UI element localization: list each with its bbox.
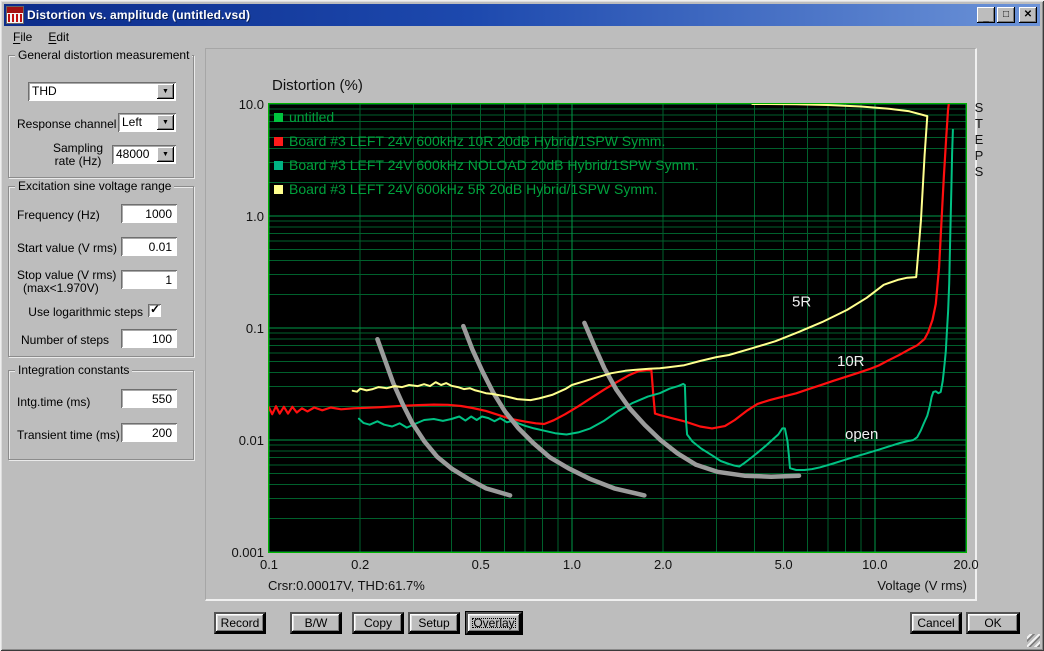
number-of-steps-input[interactable]: [121, 329, 177, 348]
x-tick-label: 0.2: [351, 557, 370, 572]
measurement-type-value: THD: [32, 84, 57, 98]
group-excitation-range: Excitation sine voltage range Frequency …: [8, 179, 194, 357]
y-tick-label: 0.01: [238, 433, 264, 448]
legend-row: Board #3 LEFT 24V 600kHz 10R 20dB Hybrid…: [274, 129, 699, 153]
x-tick-label: 1.0: [562, 557, 581, 572]
cancel-button[interactable]: Cancel: [910, 612, 962, 634]
chart-panel: Distortion (%) 5R 10R open untitled Board #…: [205, 48, 983, 601]
maximize-icon: □: [1002, 9, 1010, 20]
legend-row: Board #3 LEFT 24V 600kHz 5R 20dB Hybrid/…: [274, 177, 699, 201]
number-of-steps-label: Number of steps: [21, 333, 110, 347]
intg-time-input[interactable]: [121, 389, 177, 408]
maximize-button[interactable]: □: [997, 7, 1015, 23]
frequency-label: Frequency (Hz): [17, 208, 100, 222]
intg-time-label: Intg.time (ms): [17, 395, 91, 409]
stop-value-label-line2: (max<1.970V): [23, 281, 99, 295]
window-title: Distortion vs. amplitude (untitled.vsd): [27, 8, 251, 22]
transient-time-input[interactable]: [121, 423, 177, 442]
legend-label: Board #3 LEFT 24V 600kHz 10R 20dB Hybrid…: [289, 133, 666, 149]
sampling-rate-label-line1: Sampling: [52, 141, 104, 155]
log-steps-checkbox[interactable]: ✓: [148, 302, 161, 317]
check-icon: ✓: [150, 302, 161, 316]
legend-marker-icon: [274, 160, 283, 170]
group-title: Excitation sine voltage range: [15, 179, 175, 193]
y-tick-label: 10.0: [238, 97, 264, 112]
minimize-button[interactable]: _: [977, 7, 995, 23]
record-button[interactable]: Record: [214, 612, 266, 634]
y-tick-label: 1.0: [245, 209, 264, 224]
title-bar[interactable]: Distortion vs. amplitude (untitled.vsd) …: [4, 4, 1040, 26]
response-channel-label: Response channel: [17, 117, 117, 131]
x-axis-title: Voltage (V rms): [877, 578, 967, 593]
menu-item-file[interactable]: File: [13, 30, 33, 44]
stop-value-label-line1: Stop value (V rms): [17, 268, 117, 282]
minimize-icon: _: [983, 12, 989, 23]
series-10R: [269, 104, 950, 430]
app-icon: [7, 7, 23, 23]
overlay-button[interactable]: Overlay: [466, 612, 522, 634]
curve-label-10R: 10R: [837, 353, 865, 370]
sampling-rate-label-line2: rate (Hz): [54, 154, 102, 168]
transient-time-label: Transient time (ms): [17, 428, 120, 442]
legend-row: untitled: [274, 105, 699, 129]
frequency-input[interactable]: [121, 204, 177, 223]
stop-value-input[interactable]: [121, 270, 177, 289]
plot-svg[interactable]: 5R 10R open: [269, 104, 966, 552]
chart-legend: untitled Board #3 LEFT 24V 600kHz 10R 20d…: [274, 105, 699, 201]
close-icon: ✕: [1023, 9, 1033, 20]
series-5R: [351, 104, 929, 402]
legend-label: Board #3 LEFT 24V 600kHz 5R 20dB Hybrid/…: [289, 181, 658, 197]
series-noload: [357, 128, 954, 471]
legend-label: untitled: [289, 109, 335, 125]
menu-item-edit[interactable]: Edit: [48, 30, 70, 44]
x-tick-label: 20.0: [953, 557, 979, 572]
group-title: Integration constants: [15, 363, 133, 377]
group-title: General distortion measurement: [15, 48, 193, 62]
group-general-distortion: General distortion measurement THD ▼ Res…: [8, 48, 194, 178]
cursor-readout: Crsr:0.00017V, THD:61.7%: [268, 578, 425, 593]
start-value-input[interactable]: [121, 237, 177, 256]
x-tick-label: 0.1: [259, 557, 279, 572]
response-channel-value: Left: [122, 115, 143, 129]
ok-button[interactable]: OK: [966, 612, 1020, 634]
resize-grip[interactable]: [1027, 634, 1040, 647]
chevron-down-icon[interactable]: ▼: [157, 115, 174, 130]
sampling-rate-combo[interactable]: 48000 ▼: [112, 145, 176, 164]
legend-marker-icon: [274, 136, 283, 146]
x-tick-label: 10.0: [862, 557, 888, 572]
setup-button[interactable]: Setup: [408, 612, 460, 634]
chevron-down-icon[interactable]: ▼: [157, 84, 174, 99]
curve-label-open: open: [845, 426, 878, 443]
x-tick-label: 5.0: [774, 557, 793, 572]
start-value-label: Start value (V rms): [17, 241, 118, 255]
chevron-down-icon[interactable]: ▼: [157, 147, 174, 162]
legend-marker-icon: [274, 112, 283, 122]
menu-bar: File Edit: [6, 28, 76, 46]
x-tick-label: 2.0: [654, 557, 673, 572]
legend-marker-icon: [274, 184, 283, 194]
x-tick-label: 0.5: [471, 557, 490, 572]
legend-label: Board #3 LEFT 24V 600kHz NOLOAD 20dB Hyb…: [289, 157, 699, 173]
bw-button[interactable]: B/W: [290, 612, 342, 634]
reference-arc-3: [582, 320, 802, 479]
plot-area[interactable]: 5R 10R open untitled Board #3 LEFT 24V 600k…: [268, 103, 967, 553]
y-tick-label: 0.001: [231, 545, 264, 560]
group-integration-constants: Integration constants Intg.time (ms) Tra…: [8, 363, 194, 460]
reference-arc-1: [375, 336, 513, 498]
y-tick-label: 0.1: [245, 321, 264, 336]
response-channel-combo[interactable]: Left ▼: [118, 113, 176, 132]
close-button[interactable]: ✕: [1019, 7, 1037, 23]
log-steps-label: Use logarithmic steps: [28, 305, 143, 319]
sampling-rate-value: 48000: [116, 147, 150, 161]
reference-arc-2: [461, 323, 647, 498]
measurement-type-combo[interactable]: THD ▼: [28, 82, 176, 101]
chart-title: Distortion (%): [272, 77, 363, 94]
copy-button[interactable]: Copy: [352, 612, 404, 634]
curve-label-5R: 5R: [792, 294, 811, 311]
legend-row: Board #3 LEFT 24V 600kHz NOLOAD 20dB Hyb…: [274, 153, 699, 177]
